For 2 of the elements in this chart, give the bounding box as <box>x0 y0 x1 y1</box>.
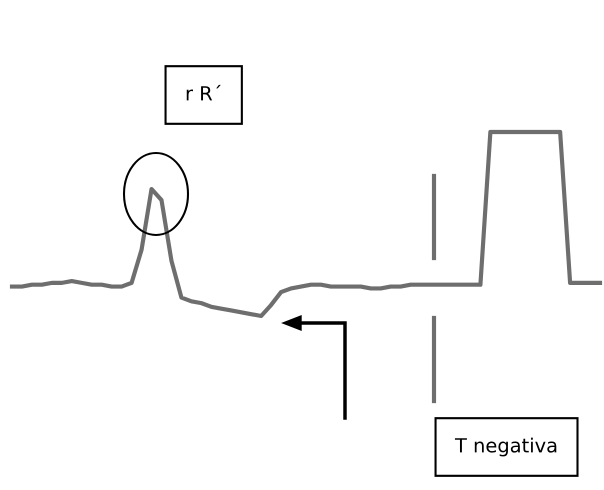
text: r R´ <box>186 84 221 100</box>
text: T negativa <box>454 438 556 456</box>
